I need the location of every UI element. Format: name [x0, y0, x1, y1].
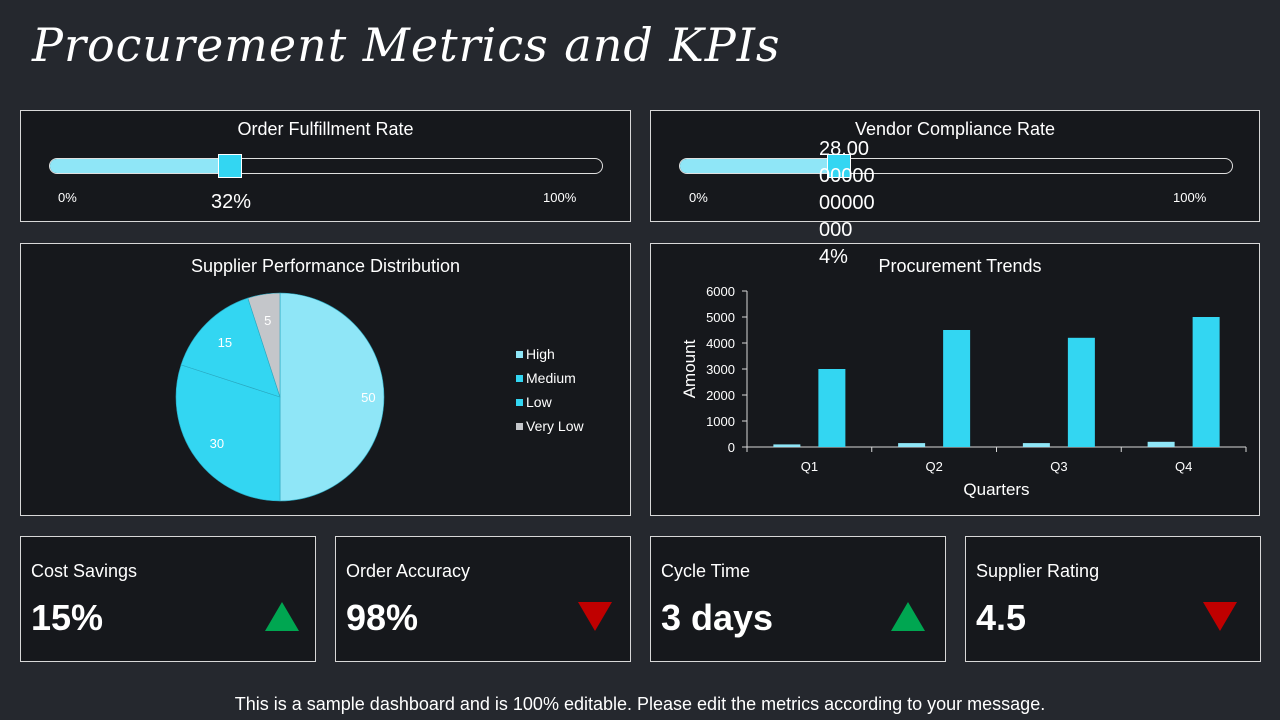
arrow-down-icon: [1203, 602, 1237, 631]
y-tick-label: 3000: [706, 362, 735, 377]
pie-data-label: 5: [264, 313, 271, 328]
kpi-card-cost-savings: Cost Savings 15%: [20, 536, 316, 662]
x-tick-label: Q3: [1050, 459, 1067, 474]
kpi-value: 3 days: [661, 597, 774, 638]
footer-note: This is a sample dashboard and is 100% e…: [234, 694, 1046, 714]
legend-swatch: [516, 351, 523, 358]
kpi-card-supplier-rating: Supplier Rating 4.5: [965, 536, 1261, 662]
y-tick-label: 0: [728, 440, 735, 455]
bar-q2-series-2: [943, 330, 971, 447]
bar-q1-series-2: [818, 369, 846, 447]
compliance-panel: Vendor Compliance Rate 0% 100%: [650, 110, 1260, 222]
kpi-card-cycle-time: Cycle Time 3 days: [650, 536, 946, 662]
kpi-value: 15%: [31, 597, 104, 638]
bar-q3-series-2: [1067, 337, 1095, 447]
pie-slice-low: [180, 297, 281, 398]
supplier-chart-title: Supplier Performance Distribution: [190, 256, 461, 276]
bar-q4-series-2: [1192, 317, 1220, 447]
pie-slice-high: [279, 292, 385, 502]
compliance-slider-thumb[interactable]: [827, 154, 851, 178]
legend-swatch: [516, 375, 523, 382]
pie-data-label: 15: [218, 335, 232, 350]
fulfillment-slider-thumb[interactable]: [218, 154, 242, 178]
fulfillment-value: 32%: [211, 191, 252, 213]
trends-panel: Procurement Trends 0 1000 2000 3000 4000 5000…: [650, 243, 1260, 516]
legend-item: Medium: [526, 370, 576, 386]
kpi-label: Supplier Rating: [976, 561, 1100, 581]
arrow-up-icon: [891, 602, 925, 631]
legend-swatch: [516, 399, 523, 406]
fulfillment-slider[interactable]: [49, 154, 603, 178]
bar-q2-series-1: [898, 443, 926, 447]
kpi-card-order-accuracy: Order Accuracy 98%: [335, 536, 631, 662]
arrow-down-icon: [578, 602, 612, 631]
fulfillment-slider-fill: [50, 159, 232, 173]
page-title: Procurement Metrics and KPIs: [32, 18, 781, 72]
fulfillment-panel: Order Fulfillment Rate 0% 100% 32%: [20, 110, 631, 222]
fulfillment-title: Order Fulfillment Rate: [237, 119, 414, 139]
x-tick-label: Q4: [1175, 459, 1192, 474]
y-tick-label: 5000: [706, 310, 735, 325]
compliance-min-label: 0%: [689, 190, 708, 205]
y-tick-label: 2000: [706, 388, 735, 403]
legend-item: Very Low: [526, 418, 584, 434]
legend-item: High: [526, 346, 555, 362]
y-tick-label: 1000: [706, 414, 735, 429]
fulfillment-min-label: 0%: [58, 190, 77, 205]
arrow-up-icon: [265, 602, 299, 631]
pie-slice-very-low: [247, 292, 281, 398]
procurement-bar-chart: 0 1000 2000 3000 4000 5000 6000 Q1 Q2 Q3 Q4 Quarter…: [680, 284, 1247, 499]
kpi-label: Cycle Time: [661, 561, 751, 581]
compliance-value: 28.0000000000000004%: [819, 138, 875, 268]
x-tick-label: Q1: [801, 459, 818, 474]
kpi-value: 4.5: [976, 597, 1027, 638]
y-tick-label: 4000: [706, 336, 735, 351]
supplier-panel: Supplier Performance Distribution 50 30 15…: [20, 243, 631, 516]
bar-q4-series-1: [1147, 441, 1175, 447]
bar-q3-series-1: [1022, 443, 1050, 447]
compliance-slider[interactable]: [679, 154, 1233, 178]
fulfillment-max-label: 100%: [543, 190, 577, 205]
x-tick-label: Q2: [925, 459, 942, 474]
kpi-value: 98%: [346, 597, 419, 638]
pie-slice-medium: [175, 364, 281, 502]
pie-data-label: 30: [210, 436, 224, 451]
y-tick-label: 6000: [706, 284, 735, 299]
compliance-slider-fill: [680, 159, 840, 173]
compliance-max-label: 100%: [1173, 190, 1207, 205]
legend-item: Low: [526, 394, 553, 410]
legend-swatch: [516, 423, 523, 430]
bar-q1-series-1: [773, 444, 801, 447]
trends-chart-title: Procurement Trends: [878, 256, 1042, 276]
supplier-pie-chart: 50 30 15 5 High Medium Low Very Low: [175, 292, 584, 502]
y-axis-title: Amount: [680, 339, 699, 398]
kpi-label: Order Accuracy: [346, 561, 471, 581]
kpi-label: Cost Savings: [31, 561, 138, 581]
compliance-title: Vendor Compliance Rate: [854, 119, 1056, 139]
x-axis-title: Quarters: [963, 480, 1029, 499]
pie-data-label: 50: [361, 390, 375, 405]
